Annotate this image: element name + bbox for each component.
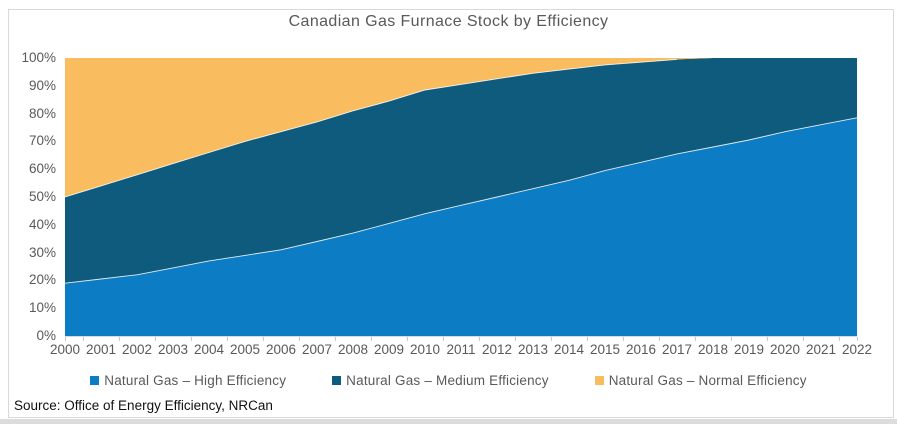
- x-axis-tick-label: 2002: [121, 342, 153, 357]
- x-axis-tick-label: 2013: [517, 342, 549, 357]
- series-boundary-line: [65, 58, 678, 198]
- bottom-edge-strip: [0, 419, 897, 424]
- series-boundary-line: [65, 117, 857, 284]
- chart-title: Canadian Gas Furnace Stock by Efficiency: [288, 13, 609, 30]
- x-axis-tick-label: 2019: [733, 342, 765, 357]
- x-axis-tick-label: 2005: [229, 342, 261, 357]
- legend-item-natural-gas-high-efficiency: Natural Gas – High Efficiency: [90, 373, 286, 388]
- x-axis-tick-mark: [515, 337, 516, 341]
- x-axis-tick-label: 2001: [85, 342, 117, 357]
- x-axis-tick-label: 2010: [409, 342, 441, 357]
- x-axis-tick-mark: [623, 337, 624, 341]
- y-axis-tick-label: 50%: [28, 189, 56, 204]
- x-axis-tick-mark: [767, 337, 768, 341]
- x-axis-tick-mark: [659, 337, 660, 341]
- y-axis-tick-label: 80%: [28, 105, 56, 121]
- y-axis-tick-label: 30%: [28, 244, 56, 260]
- x-axis-tick-label: 2003: [157, 342, 189, 357]
- source-note: Source: Office of Energy Efficiency, NRC…: [14, 398, 273, 413]
- x-axis-tick-mark: [155, 337, 156, 341]
- x-axis-tick-mark: [191, 337, 192, 341]
- legend-item-natural-gas-normal-efficiency: Natural Gas – Normal Efficiency: [594, 373, 807, 388]
- chart-legend: Natural Gas – High Efficiency Natural Gas…: [0, 373, 897, 388]
- x-axis-tick-mark: [695, 337, 696, 341]
- x-axis-tick-mark: [263, 337, 264, 341]
- x-axis-tick-label: 2004: [193, 342, 225, 357]
- area-natural-gas-medium-efficiency: [65, 58, 857, 284]
- x-axis-tick-label: 2018: [697, 342, 729, 357]
- x-axis-tick-mark: [299, 337, 300, 341]
- x-axis-tick-mark: [803, 337, 804, 341]
- x-axis-tick-label: 2016: [625, 342, 657, 357]
- legend-swatch-icon: [594, 376, 604, 385]
- x-axis-tick-mark: [227, 337, 228, 341]
- y-axis-tick-label: 90%: [28, 77, 56, 93]
- x-axis-tick-mark: [479, 337, 480, 341]
- x-axis-tick-mark: [65, 337, 66, 341]
- x-axis-tick-label: 2021: [805, 342, 837, 357]
- y-axis-tick-label: 0%: [36, 328, 56, 343]
- y-axis-tick-label: 70%: [28, 133, 56, 149]
- x-axis-tick-mark: [371, 337, 372, 341]
- y-axis-tick-label: 60%: [28, 161, 56, 177]
- x-axis-tick-mark: [335, 337, 336, 341]
- x-axis-tick-label: 2015: [589, 342, 621, 357]
- x-axis-tick-label: 2006: [265, 342, 297, 357]
- legend-label: Natural Gas – Normal Efficiency: [608, 373, 807, 388]
- legend-swatch-icon: [332, 376, 342, 385]
- legend-item-natural-gas-medium-efficiency: Natural Gas – Medium Efficiency: [332, 373, 549, 388]
- x-axis-tick-label: 2022: [841, 342, 873, 357]
- x-axis-tick-label: 2011: [446, 342, 476, 357]
- area-natural-gas-high-efficiency: [65, 117, 857, 336]
- x-axis-tick-mark: [587, 337, 588, 341]
- x-axis-tick-label: 2017: [661, 342, 693, 357]
- y-axis-tick-label: 100%: [21, 50, 56, 65]
- x-axis-tick-mark: [119, 337, 120, 341]
- y-axis-tick-label: 10%: [28, 300, 56, 316]
- x-axis-tick-mark: [551, 337, 552, 341]
- x-axis-tick-label: 2020: [769, 342, 801, 357]
- y-axis-tick-label: 20%: [28, 272, 56, 288]
- x-axis-tick-mark: [839, 337, 840, 341]
- x-axis-tick-mark: [443, 337, 444, 341]
- x-axis-tick-label: 2012: [481, 342, 513, 357]
- x-axis-tick-label: 2008: [337, 342, 369, 357]
- x-axis-tick-label: 2014: [553, 342, 585, 357]
- x-axis-tick-label: 2000: [49, 342, 81, 357]
- legend-swatch-icon: [90, 376, 100, 385]
- x-axis-line: [65, 336, 857, 337]
- stacked-area-chart: [65, 58, 857, 336]
- x-axis-tick-mark: [857, 337, 858, 341]
- area-natural-gas-normal-efficiency: [65, 58, 857, 197]
- x-axis-tick-mark: [407, 337, 408, 341]
- x-axis-tick-mark: [731, 337, 732, 341]
- x-axis-tick-mark: [83, 337, 84, 341]
- plot-area: [65, 58, 857, 336]
- x-axis-tick-label: 2007: [301, 342, 333, 357]
- x-axis-tick-label: 2009: [373, 342, 405, 357]
- y-axis-tick-label: 40%: [28, 216, 56, 232]
- legend-label: Natural Gas – High Efficiency: [104, 373, 287, 388]
- legend-label: Natural Gas – Medium Efficiency: [346, 373, 549, 388]
